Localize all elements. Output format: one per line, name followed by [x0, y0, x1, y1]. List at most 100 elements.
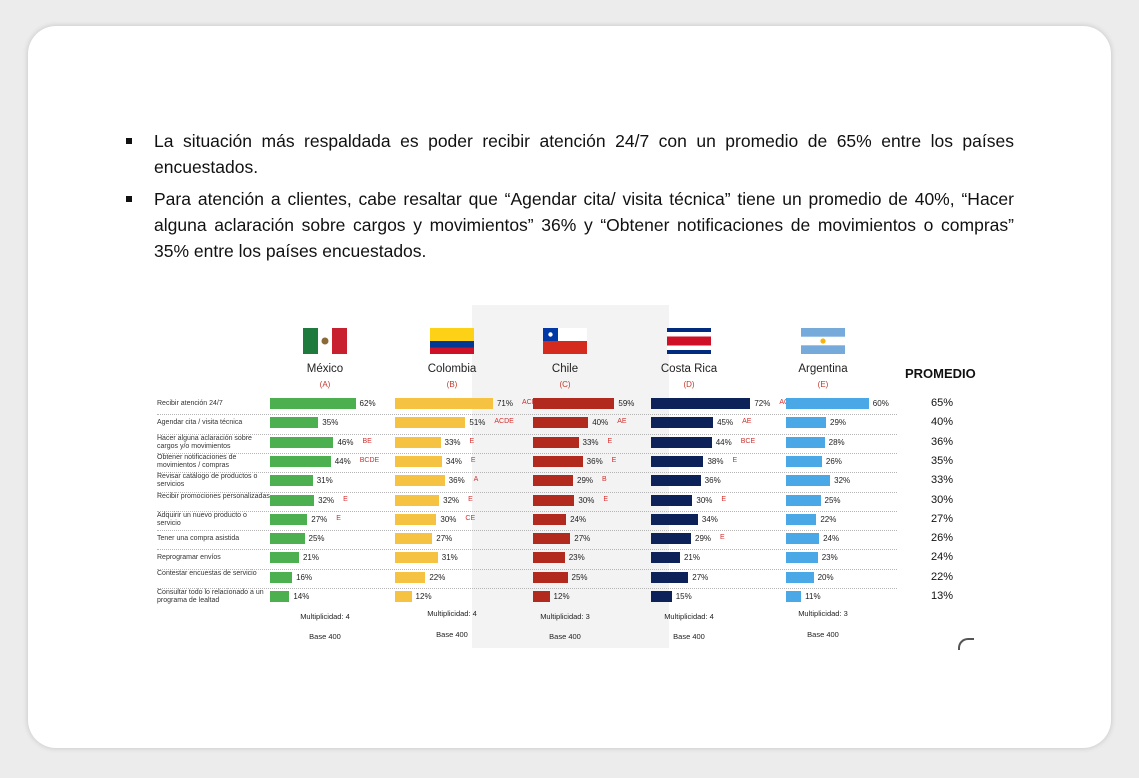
bar: [533, 398, 615, 409]
significance-label: BE: [362, 437, 372, 445]
bar: [533, 455, 583, 467]
bar: [786, 436, 825, 448]
data-label: 38%: [707, 456, 724, 466]
bar: [270, 552, 299, 564]
bar: [270, 571, 293, 583]
bar: [786, 591, 802, 602]
data-label: 14%: [293, 592, 310, 601]
data-label: 27%: [692, 572, 709, 582]
data-label: 30%: [696, 495, 713, 505]
multiplicity-label: Multiplicidad: 3: [798, 609, 848, 618]
country-name: Colombia: [427, 363, 477, 375]
country-letter: (C): [559, 380, 571, 389]
bar: [786, 552, 818, 564]
data-label: 28%: [828, 437, 845, 447]
bar: [786, 417, 827, 429]
bar: [270, 494, 315, 506]
data-label: 22%: [820, 514, 837, 524]
bar: [395, 436, 441, 448]
base-label: Base 400: [309, 632, 341, 641]
bar: [651, 455, 704, 467]
significance-label: E: [468, 495, 473, 503]
multiplicity-label: Multiplicidad: 4: [300, 612, 350, 621]
category-label: Agendar cita / visita técnica: [157, 419, 243, 427]
data-label: 24%: [570, 514, 587, 524]
category-label: Revisar catálogo de productos o servicio…: [157, 473, 258, 489]
bar: [533, 494, 575, 506]
data-label: 36%: [704, 476, 721, 486]
data-label: 45%: [717, 418, 734, 428]
argentina-flag: [801, 328, 845, 354]
category-label: Contestar encuestas de servicio: [157, 569, 257, 577]
bar: [533, 552, 565, 564]
data-label: 51%: [469, 418, 486, 428]
bar: [533, 436, 579, 448]
data-label: 23%: [568, 553, 585, 563]
bar: [786, 455, 822, 467]
country-name: México: [306, 363, 344, 375]
significance-label: E: [470, 456, 476, 464]
data-label: 29%: [577, 476, 594, 486]
data-label: 11%: [805, 592, 821, 601]
bar: [651, 513, 698, 525]
average-value: 33%: [931, 474, 954, 487]
data-label: 46%: [337, 437, 354, 447]
multiplicity-label: Multiplicidad: 4: [664, 612, 714, 621]
bar: [270, 417, 319, 429]
significance-label: E: [721, 495, 727, 503]
chile-flag: [543, 328, 587, 354]
bullet-item: La situación más respaldada es poder rec…: [126, 128, 1014, 180]
bar: [651, 417, 714, 429]
base-label: Base 400: [673, 632, 705, 641]
category-label: Obtener notificaciones de movimientos / …: [157, 453, 237, 469]
country-name: Costa Rica: [660, 363, 718, 375]
data-label: 12%: [415, 592, 432, 601]
data-label: 27%: [436, 534, 453, 544]
bar: [533, 475, 574, 487]
bar: [786, 494, 821, 506]
data-label: 59%: [618, 399, 635, 408]
average-value: 30%: [931, 493, 954, 506]
data-label: 36%: [448, 476, 465, 486]
bar: [270, 475, 313, 487]
bar: [395, 494, 440, 506]
data-label: 27%: [311, 514, 328, 524]
significance-label: AE: [617, 418, 627, 426]
category-label: Adquirir un nuevo producto o servicio: [157, 511, 247, 527]
significance-label: BCE: [740, 437, 756, 445]
average-value: 65%: [931, 397, 954, 409]
data-label: 34%: [445, 456, 462, 466]
country-letter: (D): [683, 380, 695, 389]
base-label: Base 400: [807, 630, 839, 639]
significance-label: CE: [465, 514, 476, 522]
bar: [270, 533, 305, 545]
data-label: 31%: [441, 553, 458, 563]
significance-label: ACDE: [494, 418, 514, 426]
bar: [533, 533, 571, 545]
row-divider: [157, 530, 897, 532]
data-label: 40%: [592, 418, 609, 428]
data-label: 60%: [872, 399, 889, 408]
data-label: 29%: [695, 534, 712, 544]
bar: [786, 475, 831, 487]
bullet-square-icon: [126, 196, 132, 202]
bar: [786, 533, 820, 545]
significance-label: ACE: [521, 399, 537, 406]
bar: [786, 513, 817, 525]
base-label: Base 400: [549, 632, 581, 641]
row-divider: [157, 510, 897, 512]
significance-label: E: [336, 514, 341, 522]
data-label: 44%: [715, 437, 732, 447]
bar: [651, 571, 689, 583]
average-value: 22%: [931, 570, 954, 583]
data-label: 33%: [444, 437, 461, 447]
row-divider: [157, 549, 897, 551]
bar: [270, 398, 356, 409]
bullet-list: La situación más respaldada es poder rec…: [126, 128, 1014, 264]
base-label: Base 400: [436, 630, 468, 639]
bar: [651, 591, 672, 602]
significance-label: E: [607, 437, 613, 445]
country-letter: (E): [817, 380, 829, 389]
bar: [786, 398, 869, 409]
significance-label: B: [602, 476, 607, 484]
